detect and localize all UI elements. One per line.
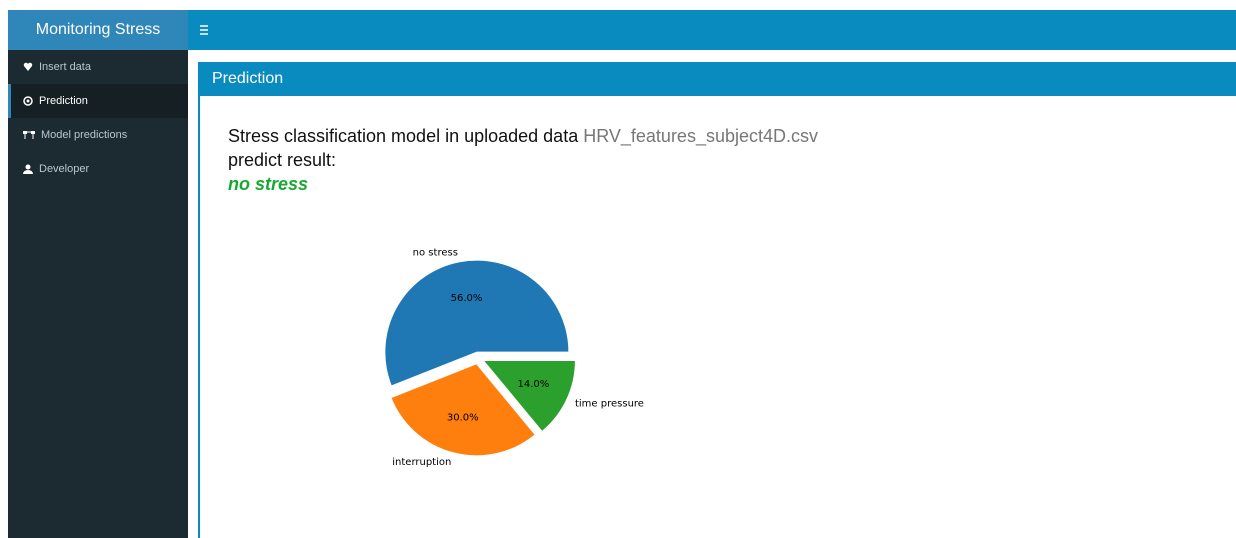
icon: [23, 96, 33, 106]
menu-toggle[interactable]: [188, 10, 218, 50]
nav-label: Model predictions: [41, 129, 128, 141]
nav-item[interactable]: Developer: [8, 152, 188, 186]
slice-label: time pressure: [575, 399, 644, 410]
nav-item[interactable]: Insert data: [8, 50, 188, 84]
slice-label: interruption: [392, 457, 451, 468]
nav-item[interactable]: Model predictions: [8, 118, 188, 152]
top-bar: [188, 10, 1236, 50]
value-label: 14.0%: [517, 379, 549, 390]
result: no stress: [228, 174, 309, 194]
nav-label: Developer: [39, 163, 90, 175]
sidebar: Monitoring Stress Insert data Prediction…: [8, 10, 188, 538]
text: Stress classification model in uploaded …: [228, 126, 579, 146]
value-label: 30.0%: [447, 412, 479, 423]
file-name: HRV_features_subject4D.csv: [583, 126, 819, 146]
text-line: predict result:: [228, 150, 337, 170]
nav-label: Insert data: [39, 61, 91, 73]
nav-label: Prediction: [39, 95, 88, 107]
pie-slice: [390, 363, 536, 457]
icon: [23, 62, 33, 71]
text-line: Stress classification model in uploaded …: [228, 124, 818, 148]
box-title: Prediction: [200, 62, 1236, 96]
pie-slice: [384, 259, 570, 387]
pie-slice: [482, 360, 576, 433]
slice-label: no stress: [413, 248, 458, 259]
prediction-box: Prediction Stress classification model i…: [198, 62, 1236, 538]
value-label: 56.0%: [451, 293, 483, 304]
icon: [23, 164, 33, 174]
icon: [23, 131, 35, 139]
content: Stress classification model in uploaded …: [228, 124, 818, 196]
nav-item[interactable]: Prediction: [8, 84, 188, 118]
brand-title: Monitoring Stress: [8, 10, 188, 50]
